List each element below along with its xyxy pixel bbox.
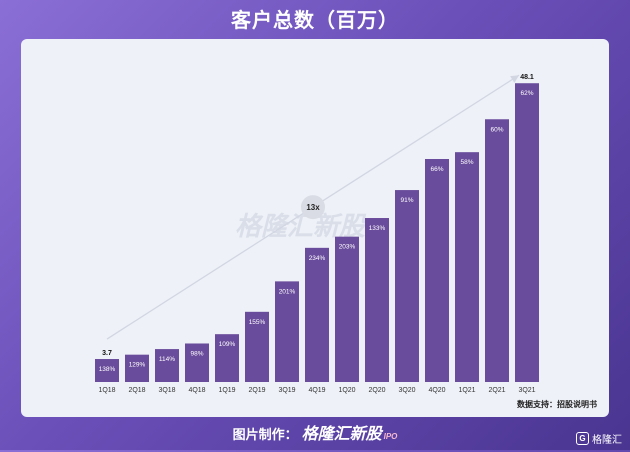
growth-label-1Q19: 109% xyxy=(219,341,236,348)
growth-label-4Q19: 234% xyxy=(309,255,326,262)
value-label-1Q18: 3.7 xyxy=(102,350,112,357)
bar-4Q19 xyxy=(305,247,329,382)
tick-label-4Q20: 4Q20 xyxy=(428,387,445,394)
bar-1Q18 xyxy=(95,359,119,382)
tick-label-4Q18: 4Q18 xyxy=(188,387,205,394)
growth-label-3Q18: 114% xyxy=(159,356,175,363)
tick-label-2Q20: 2Q20 xyxy=(368,387,385,394)
g-logo-icon: G xyxy=(576,432,589,445)
tick-label-4Q19: 4Q19 xyxy=(308,387,325,394)
bar-2Q18 xyxy=(125,354,149,382)
bar-2Q19 xyxy=(245,311,269,382)
watermark-text: 格隆汇新股 xyxy=(235,211,368,241)
bar-3Q19 xyxy=(275,281,299,382)
tick-label-1Q20: 1Q20 xyxy=(338,387,355,394)
growth-label-2Q20: 133% xyxy=(369,225,386,232)
footer-label: 图片制作： xyxy=(232,427,298,442)
bar-4Q18 xyxy=(185,343,209,382)
tick-label-3Q21: 3Q21 xyxy=(518,387,535,394)
footer-brand: 格隆汇新股 xyxy=(301,426,382,443)
growth-label-1Q20: 203% xyxy=(339,244,356,251)
growth-label-2Q21: 60% xyxy=(490,126,503,133)
annotation-bubble xyxy=(301,195,325,220)
growth-label-4Q18: 98% xyxy=(190,350,203,357)
bar-1Q21 xyxy=(455,152,479,382)
footer-credit: 图片制作： 格隆汇新股 IPO xyxy=(0,420,630,450)
growth-label-1Q21: 58% xyxy=(460,159,473,166)
bar-2Q21 xyxy=(485,119,509,382)
growth-label-4Q20: 66% xyxy=(430,166,443,173)
chart-card: 格隆汇新股IPO13x138%1Q18129%2Q18114%3Q1898%4Q… xyxy=(21,39,609,417)
customer-bar-chart: 格隆汇新股IPO13x138%1Q18129%2Q18114%3Q1898%4Q… xyxy=(95,74,539,394)
footer-ipo: IPO xyxy=(383,432,398,441)
growth-label-3Q20: 91% xyxy=(400,197,413,204)
tick-label-2Q21: 2Q21 xyxy=(488,387,505,394)
bar-1Q20 xyxy=(335,236,359,382)
tick-label-3Q19: 3Q19 xyxy=(278,387,295,394)
growth-label-3Q19: 201% xyxy=(279,288,296,295)
tick-label-1Q18: 1Q18 xyxy=(98,387,115,394)
tick-label-3Q18: 3Q18 xyxy=(158,387,175,394)
tick-label-2Q19: 2Q19 xyxy=(248,387,265,394)
bar-1Q19 xyxy=(215,334,239,382)
tick-label-3Q20: 3Q20 xyxy=(398,387,415,394)
bar-3Q21 xyxy=(515,83,539,382)
corner-text: 格隆汇 xyxy=(592,435,622,446)
growth-label-2Q18: 129% xyxy=(129,362,146,369)
bar-2Q20 xyxy=(365,218,389,382)
growth-label-2Q19: 155% xyxy=(249,319,266,326)
value-label-3Q21: 48.1 xyxy=(520,74,534,81)
annotation-label: 13x xyxy=(306,203,320,212)
source-note: 数据支持：招股说明书 xyxy=(517,400,597,409)
bar-3Q20 xyxy=(395,190,419,382)
tick-label-1Q19: 1Q19 xyxy=(218,387,235,394)
bar-3Q18 xyxy=(155,349,179,382)
tick-label-2Q18: 2Q18 xyxy=(128,387,145,394)
growth-label-1Q18: 138% xyxy=(99,366,116,373)
bar-4Q20 xyxy=(425,159,449,382)
corner-logo: G 格隆汇 xyxy=(576,431,622,446)
chart-title: 客户总数（百万） xyxy=(231,10,399,32)
tick-label-1Q21: 1Q21 xyxy=(458,387,475,394)
growth-label-3Q21: 62% xyxy=(520,90,533,97)
growth-arrow-head xyxy=(510,75,519,83)
